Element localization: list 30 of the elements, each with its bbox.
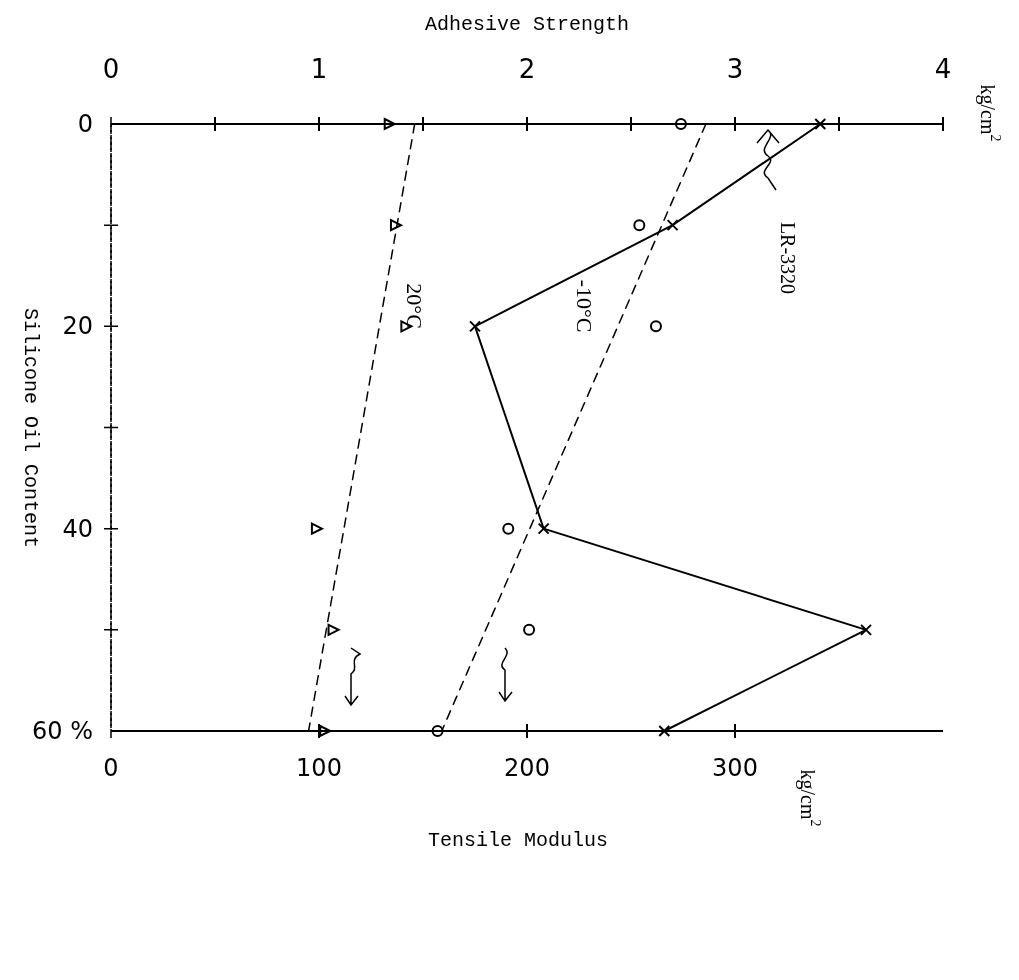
y-tick-label: 40	[62, 514, 93, 543]
point	[502, 522, 515, 535]
x2-tick-label: 4	[934, 54, 952, 84]
y-tick-label: 0	[77, 110, 93, 138]
x-tick-label: 200	[504, 754, 550, 782]
x2-axis-title: Adhesive Strength	[424, 13, 630, 36]
x2-tick-label: 0	[102, 54, 120, 84]
point	[431, 725, 444, 737]
point	[383, 118, 396, 130]
x2-tick-label: 1	[310, 54, 328, 84]
y-tick-label: 20	[62, 312, 93, 341]
point	[649, 320, 662, 333]
text: 20°C	[402, 283, 428, 329]
x-tick-label: 300	[712, 754, 758, 782]
x2-tick-label: 3	[726, 54, 744, 84]
point	[633, 219, 646, 232]
point	[327, 623, 340, 636]
x2-tick-label: 2	[518, 54, 536, 84]
x-tick-label: 100	[296, 754, 342, 782]
y-axis-title: Silicone Oil Content	[18, 307, 42, 549]
x-tick-label: 0	[103, 754, 119, 782]
point	[523, 623, 536, 636]
point	[389, 219, 402, 232]
text: -10°C	[572, 279, 598, 333]
x-axis-title: Tensile Modulus	[427, 829, 609, 852]
y-tick-label: 60 %	[32, 717, 93, 745]
point	[674, 118, 687, 130]
text: LR-3320	[777, 221, 799, 295]
point	[310, 522, 323, 535]
point	[319, 725, 332, 737]
